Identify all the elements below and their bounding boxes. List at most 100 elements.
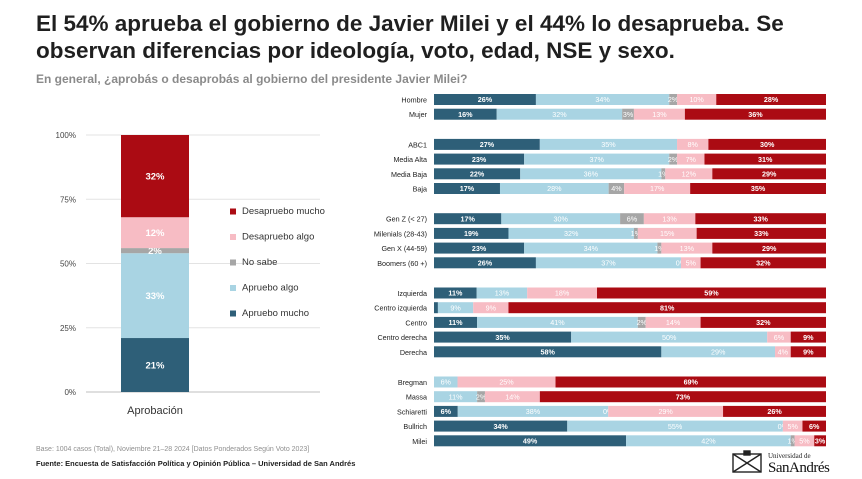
bar-segment-desapruebo-algo (527, 287, 598, 299)
data-label: 2% (668, 95, 679, 104)
university-logo (732, 450, 762, 473)
data-label: 6% (627, 214, 638, 223)
data-label: 41% (550, 318, 565, 327)
bar-segment-apruebo-algo (539, 138, 678, 150)
bar-segment-desapruebo-algo (643, 213, 696, 225)
data-label: 21% (145, 361, 165, 372)
bar-segment-desapruebo-algo (767, 331, 791, 343)
data-label: 33% (753, 214, 768, 223)
bar-segment-apruebo-mucho (434, 153, 525, 165)
bar-segment-apruebo-mucho (434, 331, 572, 343)
bar-segment-desapruebo-algo (484, 391, 540, 403)
bar-segment-no-sabe (661, 168, 666, 180)
data-label: 27% (480, 140, 495, 149)
row-label-derecha: Derecha (400, 348, 427, 357)
bar-segment-desapruebo-mucho (597, 287, 826, 299)
data-label: 42% (701, 437, 716, 446)
data-label: 1% (658, 170, 669, 179)
row-label-media-alta: Media Alta (393, 155, 427, 164)
bar-segment-desapruebo-algo (680, 257, 701, 269)
crest-icon (732, 450, 762, 473)
bar-segment-apruebo-algo (567, 420, 783, 432)
y-tick-label: 100% (56, 131, 76, 140)
bar-segment-apruebo-algo (121, 253, 189, 339)
bar-segment-desapruebo-mucho (716, 94, 826, 105)
legend-label-no-sabe: No sabe (242, 257, 277, 268)
data-label: 34% (493, 422, 508, 431)
bar-segment-apruebo-algo (571, 331, 768, 343)
data-label: 6% (809, 422, 820, 431)
data-label: 13% (662, 214, 677, 223)
data-label: 1% (787, 437, 798, 446)
data-label: 13% (680, 244, 695, 253)
bar-segment-desapruebo-mucho (704, 153, 826, 165)
data-label: 16% (458, 110, 473, 119)
segment-breakdown-chart: Hombre 26% 34% 2% 10% 28% Mujer 16% 32% 3% 13% 36% A… (374, 94, 826, 447)
data-label: 32% (564, 229, 579, 238)
legend-label-desapruebo-mucho: Desapruebo mucho (242, 206, 325, 217)
bar-segment-desapruebo-algo (121, 217, 189, 249)
data-label: 50% (662, 333, 677, 342)
data-label: 12% (145, 228, 165, 239)
data-label: 3% (623, 110, 634, 119)
data-label: 26% (478, 95, 493, 104)
bar-segment-apruebo-algo (524, 153, 670, 165)
legend-label-apruebo-mucho: Apruebo mucho (242, 308, 309, 319)
data-label: 17% (460, 214, 475, 223)
data-label: 28% (764, 95, 779, 104)
bar-segment-desapruebo-algo (677, 94, 717, 105)
bar-segment-desapruebo-mucho (723, 405, 826, 417)
data-label: 32% (145, 172, 165, 183)
bar-segment-desapruebo-algo (782, 420, 803, 432)
bar-segment-desapruebo-algo (473, 302, 509, 314)
data-label: 31% (758, 155, 773, 164)
data-label: 34% (584, 244, 599, 253)
row-label-bregman: Bregman (398, 378, 427, 387)
bar-segment-apruebo-algo (476, 287, 528, 299)
row-label-centro-derecha: Centro derecha (377, 333, 427, 342)
bar-segment-no-sabe (121, 248, 189, 254)
data-label: 29% (711, 348, 726, 357)
data-label: 35% (495, 333, 510, 342)
bar-segment-desapruebo-algo (645, 316, 701, 328)
bar-segment-apruebo-algo (496, 108, 623, 120)
bar-segment-no-sabe (620, 213, 644, 225)
bar-segment-no-sabe (633, 227, 638, 239)
legend-swatch-apruebo-mucho (230, 310, 236, 317)
bar-segment-apruebo-mucho (434, 346, 662, 358)
bar-segment-no-sabe (657, 242, 662, 254)
row-label-massa: Massa (406, 393, 427, 402)
data-label: 11% (449, 392, 463, 401)
bar-segment-apruebo-mucho (434, 287, 477, 299)
row-label-mujer: Mujer (409, 110, 428, 119)
legend-swatch-apruebo-algo (230, 285, 236, 291)
bar-segment-apruebo-mucho (434, 168, 521, 180)
data-label: 23% (472, 155, 487, 164)
row-label-baja: Baja (413, 185, 427, 194)
legend-swatch-desapruebo-algo (230, 234, 236, 240)
base-note: Base: 1004 casos (Total), Noviembre 21–2… (36, 446, 310, 453)
data-label: 6% (441, 407, 452, 416)
data-label: 36% (748, 110, 763, 119)
bar-segment-desapruebo-mucho (555, 376, 826, 388)
data-label: 3% (815, 437, 826, 446)
question-subtitle: En general, ¿aprobás o desaprobás al gob… (36, 72, 468, 86)
bar-segment-desapruebo-algo (677, 138, 709, 150)
data-label: 4% (611, 184, 622, 193)
bar-segment-apruebo-mucho (434, 183, 500, 194)
y-tick-label: 0% (64, 388, 76, 397)
overall-approval-chart: 0% 25% 50% 75% 100% 21% 33% 2% 12% 32% Aprobación D… (56, 131, 325, 417)
data-label: 29% (762, 170, 777, 179)
data-label: 23% (472, 244, 487, 253)
bar-segment-no-sabe (477, 391, 485, 403)
data-label: 5% (787, 422, 798, 431)
data-label: 33% (145, 291, 165, 302)
bar-segment-desapruebo-mucho (684, 108, 826, 120)
bar-segment-apruebo-mucho (434, 94, 536, 105)
data-label: 10% (689, 95, 704, 104)
data-label: 49% (523, 437, 538, 446)
y-tick-label: 75% (60, 195, 76, 204)
data-label: 59% (704, 289, 719, 298)
bar-segment-desapruebo-mucho (790, 346, 826, 358)
bar-segment-desapruebo-mucho (539, 391, 826, 403)
